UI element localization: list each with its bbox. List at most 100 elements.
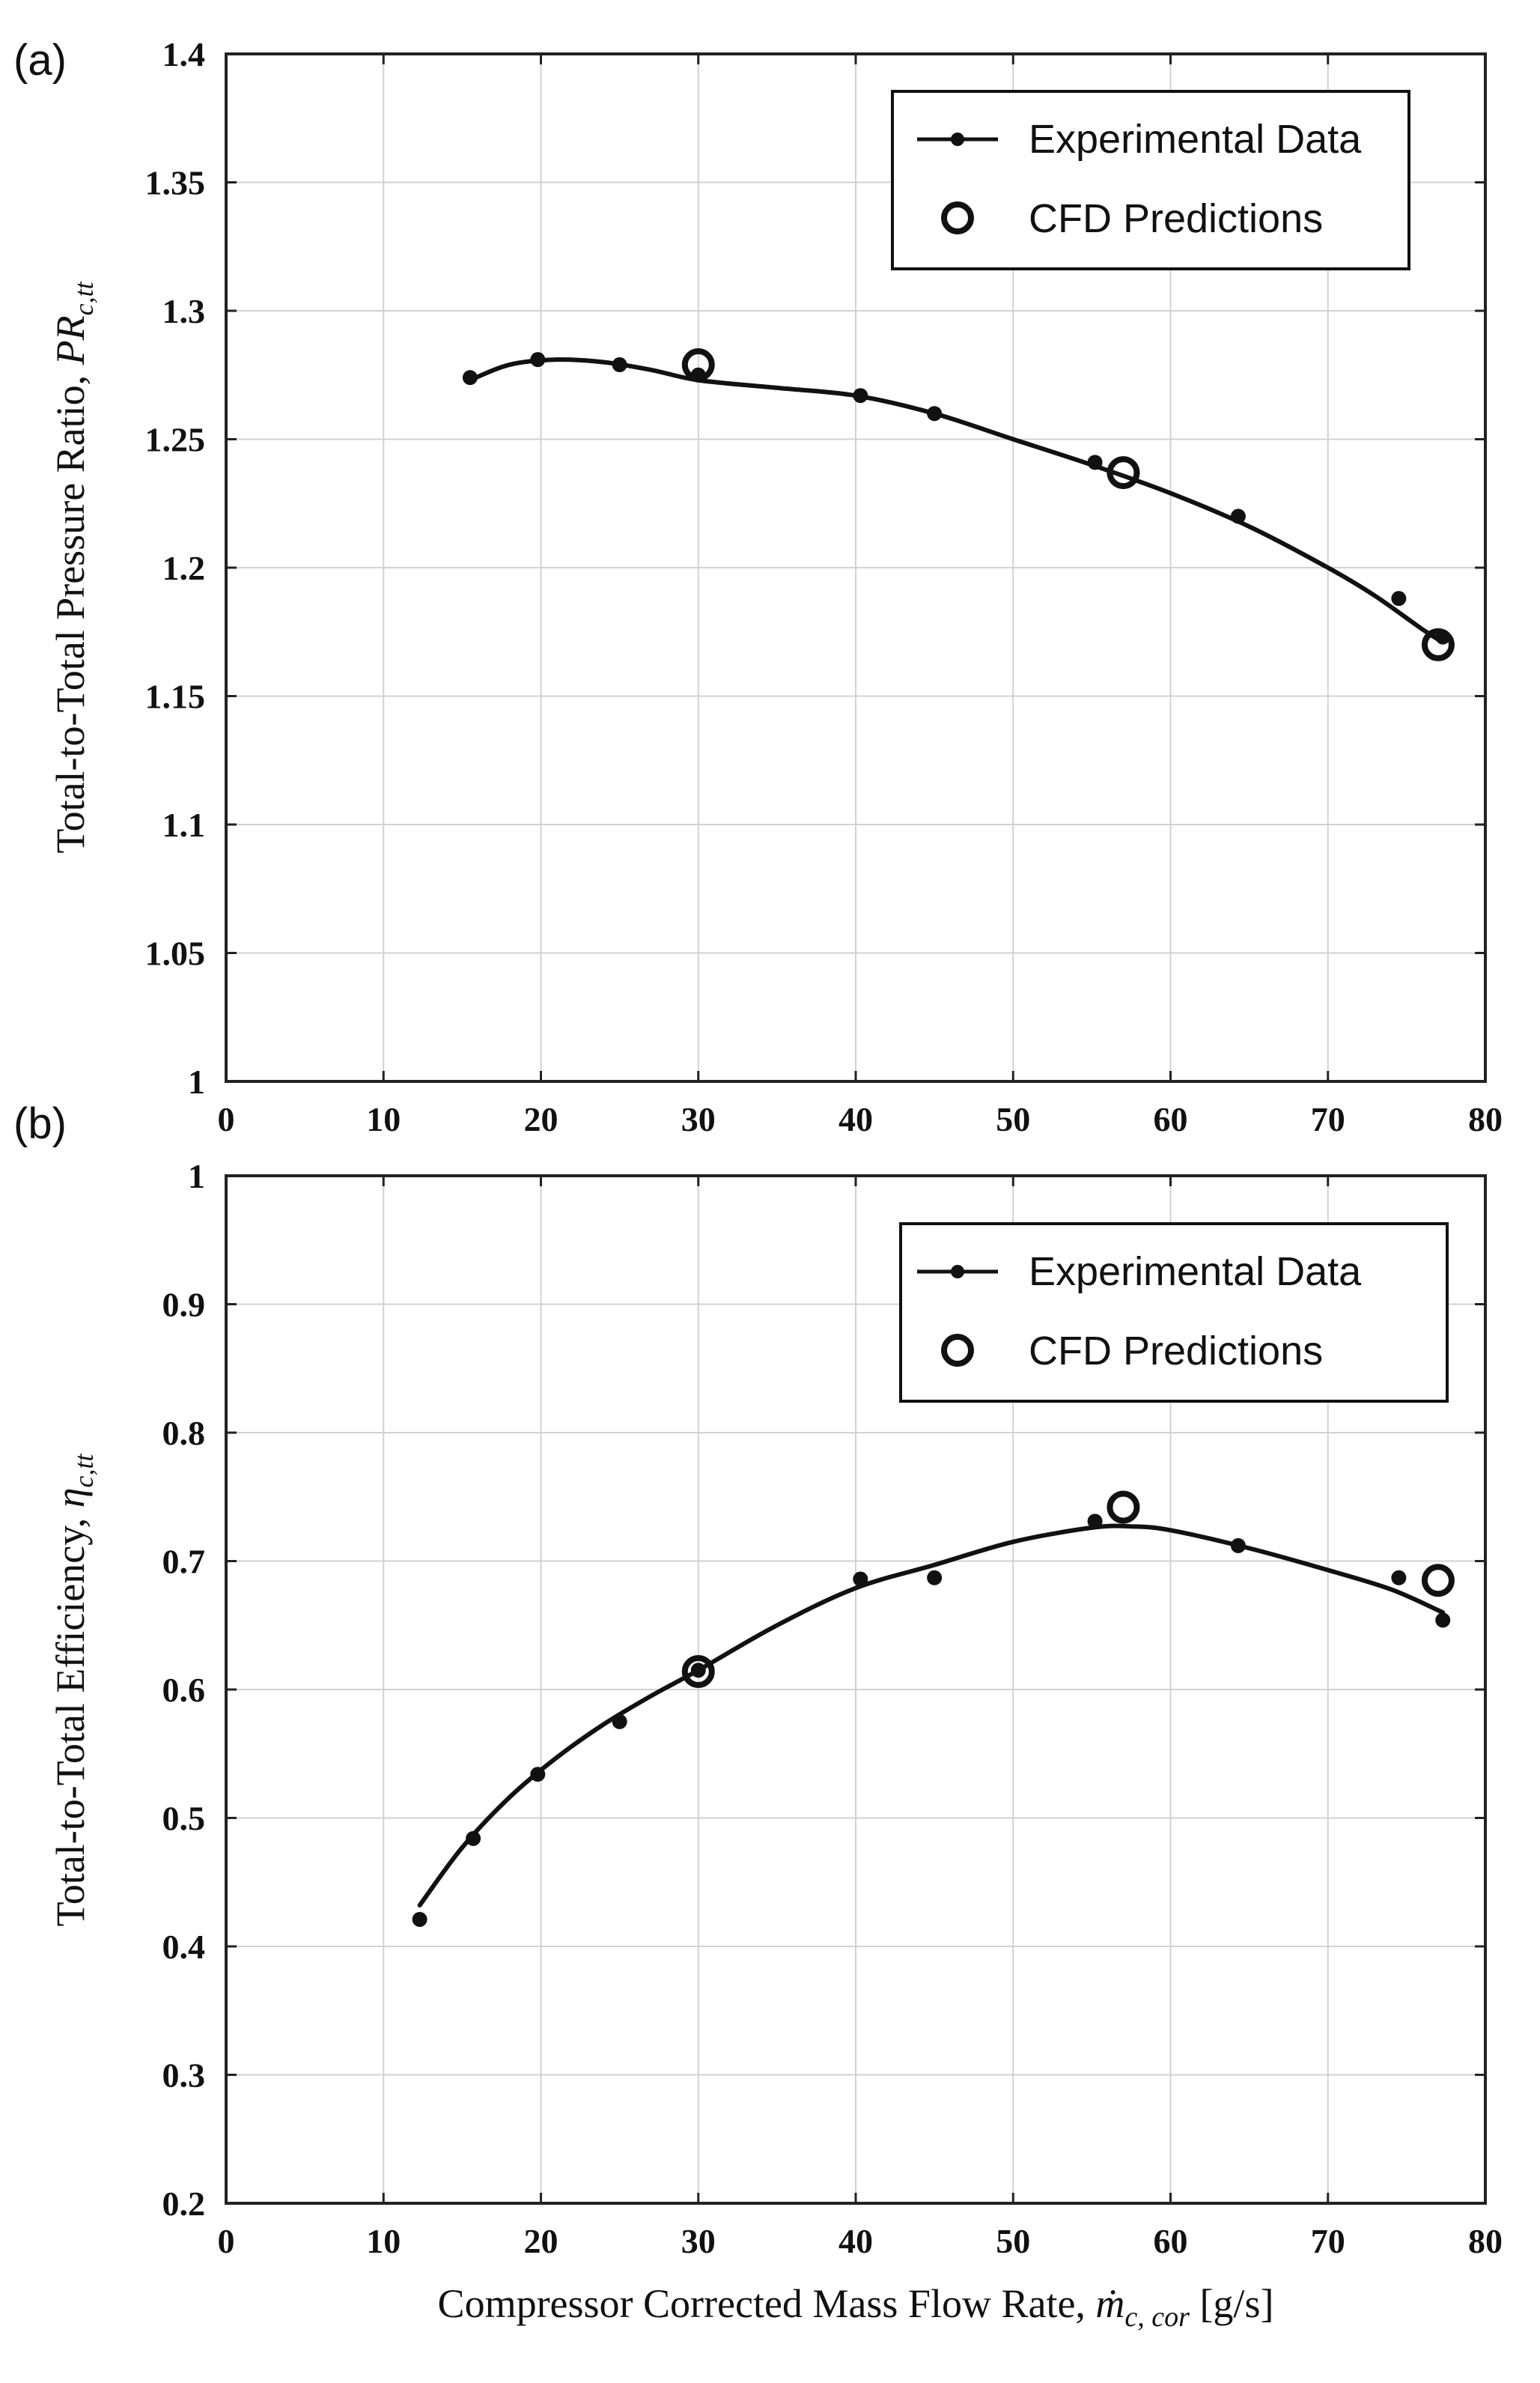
efficiency-y-tick-label: 0.4 — [162, 1928, 206, 1966]
pressure-ratio-legend-box — [891, 90, 1410, 270]
pressure-ratio-experimental-point — [927, 406, 943, 422]
pressure-ratio-experimental-point — [462, 370, 478, 386]
efficiency-legend-label-cfd: CFD Predictions — [1029, 1329, 1323, 1373]
pressure-ratio-x-tick-label: 50 — [996, 1100, 1030, 1138]
efficiency-y-axis-label-subscript: c,tt — [69, 1453, 99, 1487]
mass-flow-x-axis-label-unit: [g/s] — [1190, 2281, 1273, 2326]
pressure-ratio-x-tick-label: 70 — [1311, 1100, 1345, 1138]
efficiency-experimental-point — [1435, 1612, 1451, 1628]
pressure-ratio-y-axis-label-symbol: PR — [48, 315, 93, 365]
mass-flow-x-axis-label-symbol: ṁ — [1095, 2281, 1124, 2326]
efficiency-experimental-fit-line — [417, 1523, 1446, 1908]
pressure-ratio-x-tick-label: 20 — [524, 1100, 559, 1138]
efficiency-experimental-point — [412, 1911, 427, 1927]
efficiency-x-tick-label: 30 — [681, 2222, 716, 2260]
efficiency-legend: Experimental Data CFD Predictions — [899, 1222, 1449, 1403]
pressure-ratio-x-tick-label: 60 — [1154, 1100, 1188, 1138]
efficiency-cfd-point — [681, 1654, 715, 1688]
pressure-ratio-legend: Experimental Data CFD Predictions — [891, 90, 1410, 270]
pressure-ratio-experimental-point — [612, 357, 627, 373]
efficiency-marks-layer — [412, 1490, 1455, 1927]
pressure-ratio-experimental-fit-line — [467, 357, 1446, 645]
efficiency-x-tick-label: 60 — [1154, 2222, 1188, 2260]
pressure-ratio-y-axis-label-text: Total-to-Total Pressure Ratio, — [48, 365, 93, 853]
pressure-ratio-legend-label-cfd: CFD Predictions — [1029, 196, 1323, 241]
pressure-ratio-marks-layer — [462, 348, 1455, 661]
efficiency-x-tick-label: 50 — [996, 2222, 1030, 2260]
efficiency-y-tick-label: 0.5 — [162, 1800, 206, 1838]
pressure-ratio-y-tick-label: 1.25 — [145, 421, 206, 459]
efficiency-cfd-point — [1107, 1490, 1140, 1524]
efficiency-y-tick-label: 0.3 — [162, 2056, 206, 2095]
pressure-ratio-fit-layer — [467, 357, 1446, 645]
pressure-ratio-y-tick-label: 1.05 — [145, 935, 206, 973]
efficiency-chart: 0 10 20 30 40 50 60 70 800.20.30.40.50.60.70.80.… — [13, 1099, 1503, 2333]
pressure-ratio-y-tick-label: 1.15 — [145, 678, 206, 716]
efficiency-experimental-point — [530, 1767, 546, 1782]
efficiency-experimental-point — [466, 1830, 481, 1846]
efficiency-experimental-point — [690, 1663, 706, 1678]
efficiency-cfd-point — [1421, 1564, 1455, 1597]
pressure-ratio-experimental-point — [530, 352, 546, 368]
efficiency-x-tick-label: 10 — [366, 2222, 401, 2260]
efficiency-y-tick-label: 1 — [188, 1157, 205, 1195]
efficiency-legend-box — [899, 1222, 1449, 1403]
efficiency-x-tick-label: 0 — [218, 2222, 235, 2260]
efficiency-y-tick-label: 0.2 — [162, 2185, 206, 2223]
panel-label-b: (b) — [13, 1099, 67, 1148]
efficiency-experimental-point — [1087, 1514, 1103, 1529]
efficiency-fit-layer — [417, 1523, 1446, 1908]
mass-flow-x-axis-label-subscript: c, cor — [1124, 2301, 1190, 2333]
mass-flow-x-axis-label: Compressor Corrected Mass Flow Rate, ṁc,… — [438, 2281, 1274, 2333]
efficiency-experimental-point — [927, 1570, 943, 1585]
efficiency-legend-marker-cfd — [941, 1334, 974, 1367]
mass-flow-x-axis-label-text: Compressor Corrected Mass Flow Rate, — [438, 2281, 1096, 2326]
pressure-ratio-y-tick-label: 1.3 — [162, 292, 206, 330]
pressure-ratio-experimental-point — [853, 388, 868, 404]
pressure-ratio-y-tick-label: 1.2 — [162, 549, 206, 587]
pressure-ratio-cfd-point — [1421, 628, 1455, 661]
efficiency-y-axis-label: Total-to-Total Efficiency, ηc,tt — [48, 1453, 99, 1926]
efficiency-legend-marker-experimental — [951, 1265, 964, 1278]
pressure-ratio-legend-label-experimental: Experimental Data — [1029, 117, 1362, 162]
pressure-ratio-y-tick-label: 1.4 — [162, 35, 206, 73]
efficiency-x-tick-label: 80 — [1468, 2222, 1503, 2260]
pressure-ratio-y-tick-label: 1.1 — [162, 806, 206, 844]
efficiency-ticks: 0 10 20 30 40 50 60 70 80 0.2 0.3 0.4 0.5 0.6 0.7 0.8 0.… — [162, 1157, 1503, 2260]
pressure-ratio-experimental-point — [1391, 591, 1407, 607]
efficiency-experimental-point — [612, 1713, 627, 1729]
pressure-ratio-x-tick-label: 80 — [1468, 1100, 1503, 1138]
panel-label-a: (a) — [13, 36, 67, 85]
efficiency-x-tick-label: 40 — [839, 2222, 873, 2260]
pressure-ratio-y-axis-label-subscript: c,tt — [69, 281, 99, 315]
efficiency-y-axis-label-symbol: η — [48, 1487, 93, 1508]
pressure-ratio-legend-marker-experimental — [951, 133, 964, 146]
efficiency-y-axis-label-text: Total-to-Total Efficiency, — [48, 1508, 93, 1926]
pressure-ratio-x-tick-label: 30 — [681, 1100, 716, 1138]
efficiency-experimental-point — [1230, 1537, 1246, 1553]
pressure-ratio-experimental-point — [1087, 455, 1103, 470]
efficiency-legend-label-experimental: Experimental Data — [1029, 1249, 1362, 1294]
pressure-ratio-y-tick-label: 1.35 — [145, 164, 206, 202]
pressure-ratio-x-tick-label: 10 — [366, 1100, 401, 1138]
pressure-ratio-cfd-point — [1107, 456, 1140, 490]
pressure-ratio-legend-marker-cfd — [941, 201, 974, 234]
efficiency-y-tick-label: 0.7 — [162, 1543, 206, 1581]
pressure-ratio-y-axis-label: Total-to-Total Pressure Ratio, PRc,tt — [48, 281, 99, 853]
efficiency-y-tick-label: 0.8 — [162, 1414, 206, 1452]
efficiency-x-tick-label: 70 — [1311, 2222, 1345, 2260]
efficiency-experimental-point — [1391, 1570, 1407, 1585]
pressure-ratio-experimental-point — [1230, 509, 1246, 524]
pressure-ratio-x-tick-label: 0 — [218, 1100, 235, 1138]
pressure-ratio-ticks: 0 10 20 30 40 50 60 70 80 1 1.05 1.1 1.15 1.2 1.25 1.3 1… — [145, 35, 1503, 1138]
efficiency-y-tick-label: 0.9 — [162, 1286, 206, 1324]
pressure-ratio-x-tick-label: 40 — [839, 1100, 873, 1138]
efficiency-x-tick-label: 20 — [524, 2222, 559, 2260]
efficiency-y-tick-label: 0.6 — [162, 1671, 206, 1709]
pressure-ratio-chart: 0 10 20 30 40 50 60 70 80 1 1.05 1.1 1.15 1.2 1.25 1.3 1… — [13, 35, 1503, 1138]
efficiency-experimental-point — [853, 1571, 868, 1587]
pressure-ratio-y-tick-label: 1 — [188, 1063, 205, 1101]
pressure-ratio-cfd-point — [681, 348, 715, 382]
